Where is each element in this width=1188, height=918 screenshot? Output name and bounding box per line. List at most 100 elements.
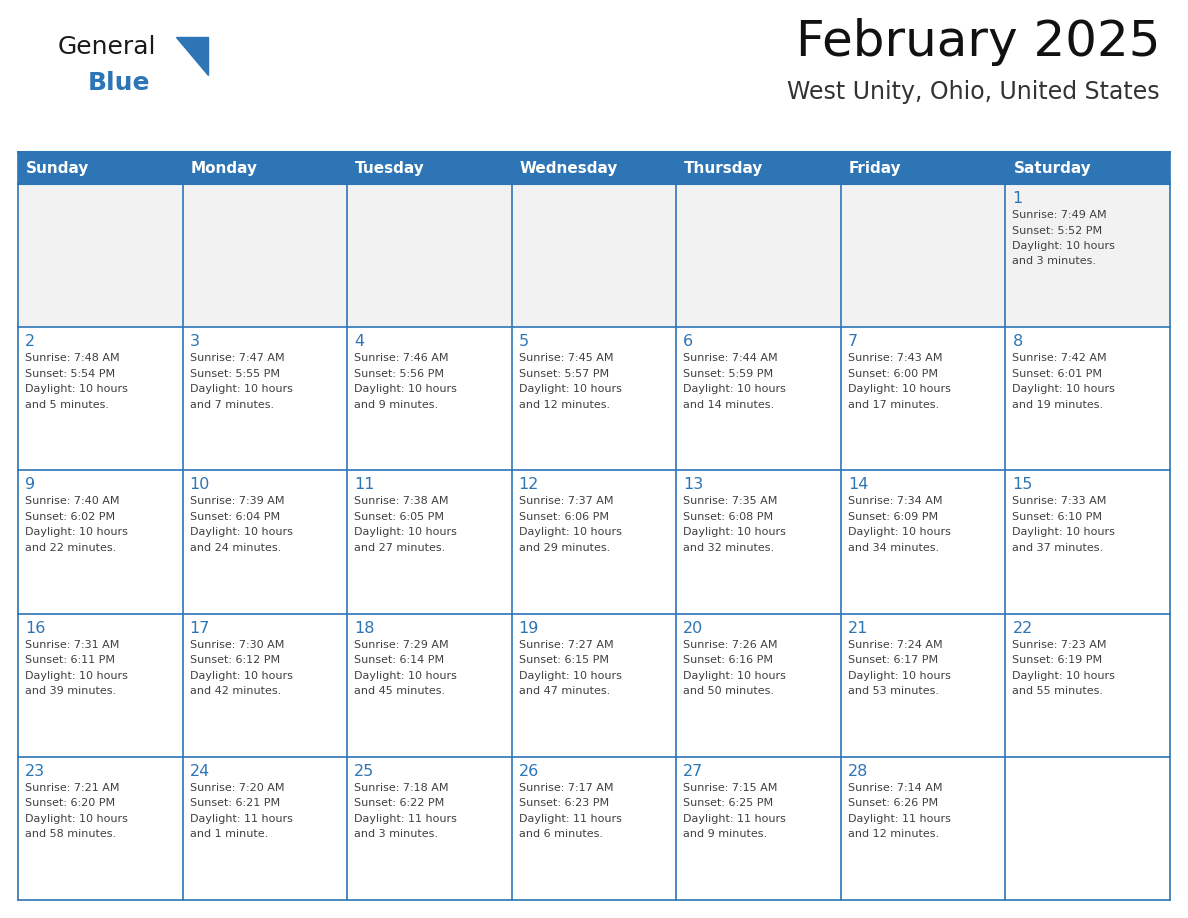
Text: 22: 22 (1012, 621, 1032, 635)
Text: 20: 20 (683, 621, 703, 635)
Text: Sunset: 5:52 PM: Sunset: 5:52 PM (1012, 226, 1102, 236)
Text: Sunset: 5:57 PM: Sunset: 5:57 PM (519, 369, 608, 379)
Text: and 17 minutes.: and 17 minutes. (848, 399, 939, 409)
Bar (1005, 756, 1170, 900)
Text: Sunrise: 7:37 AM: Sunrise: 7:37 AM (519, 497, 613, 507)
Text: and 50 minutes.: and 50 minutes. (683, 686, 775, 696)
Text: Sunrise: 7:39 AM: Sunrise: 7:39 AM (190, 497, 284, 507)
Text: Sunrise: 7:21 AM: Sunrise: 7:21 AM (25, 783, 120, 793)
Text: Sunset: 6:19 PM: Sunset: 6:19 PM (1012, 655, 1102, 666)
Text: Daylight: 10 hours: Daylight: 10 hours (519, 385, 621, 394)
Text: Sunrise: 7:44 AM: Sunrise: 7:44 AM (683, 353, 778, 364)
Text: and 45 minutes.: and 45 minutes. (354, 686, 446, 696)
Bar (347, 327, 512, 470)
Bar (1005, 613, 1170, 756)
Text: 9: 9 (25, 477, 36, 492)
Text: 24: 24 (190, 764, 210, 778)
Text: Daylight: 11 hours: Daylight: 11 hours (190, 813, 292, 823)
Text: Daylight: 10 hours: Daylight: 10 hours (25, 528, 128, 537)
Text: Sunset: 6:16 PM: Sunset: 6:16 PM (683, 655, 773, 666)
Text: 11: 11 (354, 477, 374, 492)
Text: Sunrise: 7:15 AM: Sunrise: 7:15 AM (683, 783, 778, 793)
Text: Sunrise: 7:48 AM: Sunrise: 7:48 AM (25, 353, 120, 364)
Text: Sunset: 6:21 PM: Sunset: 6:21 PM (190, 799, 279, 809)
Text: Tuesday: Tuesday (355, 161, 425, 175)
Text: 26: 26 (519, 764, 539, 778)
Text: Sunrise: 7:47 AM: Sunrise: 7:47 AM (190, 353, 284, 364)
Text: and 12 minutes.: and 12 minutes. (848, 829, 939, 839)
Text: Sunrise: 7:14 AM: Sunrise: 7:14 AM (848, 783, 942, 793)
Text: 17: 17 (190, 621, 210, 635)
Bar (1005, 184, 1170, 327)
Bar (183, 184, 347, 327)
Text: Sunrise: 7:30 AM: Sunrise: 7:30 AM (190, 640, 284, 650)
Bar (512, 184, 676, 327)
Text: Daylight: 10 hours: Daylight: 10 hours (519, 528, 621, 537)
Bar (676, 327, 841, 470)
Bar (183, 327, 347, 470)
Text: 14: 14 (848, 477, 868, 492)
Text: Sunset: 6:08 PM: Sunset: 6:08 PM (683, 512, 773, 522)
Text: Daylight: 10 hours: Daylight: 10 hours (25, 671, 128, 680)
Text: and 58 minutes.: and 58 minutes. (25, 829, 116, 839)
Text: Sunset: 6:25 PM: Sunset: 6:25 PM (683, 799, 773, 809)
Bar (676, 184, 841, 327)
Text: and 7 minutes.: and 7 minutes. (190, 399, 273, 409)
Text: and 29 minutes.: and 29 minutes. (519, 543, 609, 553)
Text: 27: 27 (683, 764, 703, 778)
Bar (676, 470, 841, 613)
Bar (183, 756, 347, 900)
Text: Daylight: 11 hours: Daylight: 11 hours (848, 813, 950, 823)
Text: Sunrise: 7:24 AM: Sunrise: 7:24 AM (848, 640, 942, 650)
Text: Sunrise: 7:26 AM: Sunrise: 7:26 AM (683, 640, 778, 650)
Text: Daylight: 10 hours: Daylight: 10 hours (190, 528, 292, 537)
Bar (1005, 470, 1170, 613)
Text: and 27 minutes.: and 27 minutes. (354, 543, 446, 553)
Text: 28: 28 (848, 764, 868, 778)
Text: Daylight: 10 hours: Daylight: 10 hours (1012, 671, 1116, 680)
Text: Daylight: 11 hours: Daylight: 11 hours (683, 813, 786, 823)
Text: and 47 minutes.: and 47 minutes. (519, 686, 609, 696)
Text: Daylight: 10 hours: Daylight: 10 hours (848, 671, 950, 680)
Text: Sunset: 5:55 PM: Sunset: 5:55 PM (190, 369, 279, 379)
Bar (183, 613, 347, 756)
Text: Sunrise: 7:34 AM: Sunrise: 7:34 AM (848, 497, 942, 507)
Text: Daylight: 10 hours: Daylight: 10 hours (683, 385, 786, 394)
Text: 6: 6 (683, 334, 694, 349)
Text: and 6 minutes.: and 6 minutes. (519, 829, 602, 839)
Bar (18, 327, 183, 470)
Text: 2: 2 (25, 334, 36, 349)
Text: Daylight: 10 hours: Daylight: 10 hours (683, 528, 786, 537)
Bar (841, 613, 1005, 756)
Text: 18: 18 (354, 621, 374, 635)
Text: Sunrise: 7:31 AM: Sunrise: 7:31 AM (25, 640, 119, 650)
Text: Daylight: 10 hours: Daylight: 10 hours (190, 671, 292, 680)
Text: and 24 minutes.: and 24 minutes. (190, 543, 280, 553)
Text: Saturday: Saturday (1013, 161, 1092, 175)
Text: and 19 minutes.: and 19 minutes. (1012, 399, 1104, 409)
Text: Sunrise: 7:40 AM: Sunrise: 7:40 AM (25, 497, 120, 507)
Text: and 37 minutes.: and 37 minutes. (1012, 543, 1104, 553)
Text: Sunset: 5:56 PM: Sunset: 5:56 PM (354, 369, 444, 379)
Text: February 2025: February 2025 (796, 18, 1159, 66)
Text: Sunset: 6:22 PM: Sunset: 6:22 PM (354, 799, 444, 809)
Bar (512, 756, 676, 900)
Bar (1005, 327, 1170, 470)
Bar (18, 470, 183, 613)
Text: Sunset: 6:09 PM: Sunset: 6:09 PM (848, 512, 939, 522)
Text: General: General (58, 35, 157, 59)
Text: Sunset: 6:20 PM: Sunset: 6:20 PM (25, 799, 115, 809)
Text: and 9 minutes.: and 9 minutes. (354, 399, 438, 409)
Text: Daylight: 10 hours: Daylight: 10 hours (354, 671, 457, 680)
Bar (512, 327, 676, 470)
Polygon shape (176, 37, 208, 75)
Text: 3: 3 (190, 334, 200, 349)
Bar (347, 613, 512, 756)
Text: 7: 7 (848, 334, 858, 349)
Text: Sunrise: 7:29 AM: Sunrise: 7:29 AM (354, 640, 449, 650)
Text: Sunrise: 7:20 AM: Sunrise: 7:20 AM (190, 783, 284, 793)
Text: 15: 15 (1012, 477, 1032, 492)
Text: 8: 8 (1012, 334, 1023, 349)
Bar (512, 613, 676, 756)
Text: Daylight: 10 hours: Daylight: 10 hours (25, 813, 128, 823)
